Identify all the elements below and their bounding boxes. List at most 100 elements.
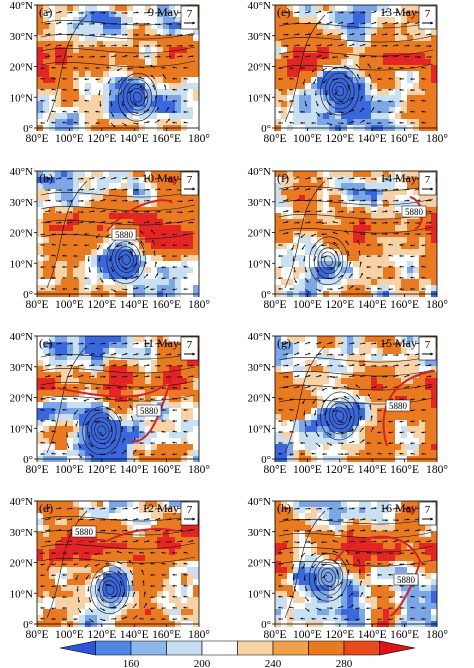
y-tick-label: 10°N: [10, 423, 33, 435]
colorbar-segment: [130, 640, 167, 656]
x-tick-label: 180°: [426, 464, 448, 476]
panel-date: 13 May: [380, 5, 417, 19]
olr-shading: [37, 336, 199, 462]
streamlines: [40, 345, 196, 455]
panel-date: 12 May: [142, 501, 179, 515]
colorbar-segment: [308, 640, 345, 656]
y-tick-label: 10°N: [10, 92, 33, 104]
panel-date: 16 May: [380, 501, 417, 515]
reference-vector-box: 7: [180, 5, 199, 30]
wind-vectors: [278, 176, 432, 293]
streamlines: [278, 14, 434, 123]
colorbar-tick-label: 200: [194, 658, 211, 668]
x-tick-label: 140°E: [358, 629, 387, 641]
x-tick-label: 120°E: [87, 299, 116, 311]
x-tick-label: 140°E: [358, 464, 387, 476]
colorbar-tick-label: 240: [265, 658, 282, 668]
x-tick-label: 120°E: [87, 464, 116, 476]
contour-label-text: 5880: [397, 575, 416, 585]
y-tick-label: 30°N: [10, 197, 33, 209]
x-tick-label: 160°E: [152, 133, 181, 145]
contour-label-text: 5880: [140, 406, 159, 416]
reference-vector-box: 7: [418, 5, 437, 30]
panel-letter: (e): [277, 5, 290, 19]
y-tick-label: 20°N: [248, 393, 271, 405]
contour-5880: 5880: [56, 371, 176, 443]
x-tick-label: 80°E: [263, 133, 286, 145]
x-tick-label: 140°E: [120, 299, 149, 311]
contour-5880: 5880: [382, 370, 436, 447]
panel-letter: (g): [277, 336, 291, 350]
colorbar-segment: [343, 640, 380, 656]
reference-vector-value: 7: [425, 504, 431, 516]
x-tick-label: 160°E: [152, 464, 181, 476]
map-panel: 5880 7 (g) 15 May 40°N 30°N 20°N 10°N 0°80°E 100°…: [248, 331, 449, 476]
reference-vector-value: 7: [187, 504, 193, 516]
panel-letter: (f): [277, 171, 289, 185]
x-tick-label: 120°E: [325, 464, 354, 476]
y-tick-label: 10°N: [248, 92, 271, 104]
contour-5880: 5880: [106, 199, 173, 241]
x-tick-label: 140°E: [358, 299, 387, 311]
y-tick-label: 30°N: [10, 31, 33, 43]
reference-vector-value: 7: [187, 8, 193, 20]
x-tick-label: 100°E: [55, 299, 84, 311]
y-tick-label: 20°N: [248, 62, 271, 74]
contour-label-text: 5880: [75, 527, 94, 537]
panel-letter: (h): [277, 501, 291, 515]
y-tick-label: 0°: [261, 123, 271, 135]
y-tick-label: 40°N: [248, 331, 271, 343]
colorbar-segment: [272, 640, 309, 656]
y-tick-label: 40°N: [248, 166, 271, 178]
y-tick-label: 0°: [23, 619, 33, 631]
y-tick-label: 0°: [261, 454, 271, 466]
map-panel: 7 (e) 13 May 40°N 30°N 20°N 10°N 0°80°E 100°E 120…: [248, 0, 449, 145]
contour-label: 5880: [136, 404, 162, 417]
x-tick-label: 120°E: [325, 299, 354, 311]
reference-vector-value: 7: [425, 339, 431, 351]
y-tick-label: 20°N: [10, 62, 33, 74]
x-tick-label: 180°: [188, 629, 210, 641]
reference-vector-value: 7: [425, 174, 431, 186]
colorbar: 160 200 240 280: [59, 640, 416, 668]
contour-label: 5880: [111, 228, 137, 241]
y-tick-label: 30°N: [248, 527, 271, 539]
wind-vectors: [278, 506, 432, 621]
panel-date: 14 May: [380, 171, 417, 185]
wind-vectors: [40, 506, 194, 623]
x-tick-label: 100°E: [55, 464, 84, 476]
x-tick-label: 180°: [188, 299, 210, 311]
x-tick-label: 80°E: [25, 133, 48, 145]
y-tick-label: 0°: [23, 123, 33, 135]
y-tick-label: 20°N: [10, 393, 33, 405]
contour-5880: 5880: [334, 535, 422, 617]
reference-vector-box: 7: [418, 336, 437, 361]
y-tick-label: 0°: [261, 619, 271, 631]
y-tick-label: 0°: [23, 454, 33, 466]
x-tick-label: 160°E: [390, 629, 419, 641]
map-panel: 5880 7 (d) 12 May 40°N 30°N 20°N 10°N 0°80°E 100°…: [10, 496, 211, 641]
x-tick-label: 100°E: [293, 464, 322, 476]
x-tick-label: 140°E: [120, 629, 149, 641]
map-panel: 5880 7 (h) 16 May 40°N 30°N 20°N 10°N 0°80°E 100°…: [248, 496, 449, 641]
streamlines: [40, 14, 196, 123]
colorbar-tick-label: 280: [336, 658, 353, 668]
x-tick-label: 140°E: [120, 464, 149, 476]
y-tick-label: 40°N: [10, 166, 33, 178]
x-tick-label: 80°E: [263, 299, 286, 311]
x-tick-label: 120°E: [325, 133, 354, 145]
x-tick-label: 100°E: [55, 629, 84, 641]
y-tick-label: 20°N: [10, 228, 33, 240]
y-tick-label: 10°N: [10, 258, 33, 270]
y-tick-label: 30°N: [10, 362, 33, 374]
y-tick-label: 0°: [261, 289, 271, 301]
contour-5880: 5880: [46, 525, 178, 572]
map-panel: 5880 7 (b) 10 May 40°N 30°N 20°N 10°N 0°80°E 100°…: [10, 166, 211, 311]
colorbar-segment: [59, 640, 96, 656]
panel-date: 9 May: [148, 5, 179, 19]
streamlines: [278, 345, 434, 454]
y-tick-label: 10°N: [248, 258, 271, 270]
colorbar-segment: [379, 640, 416, 656]
